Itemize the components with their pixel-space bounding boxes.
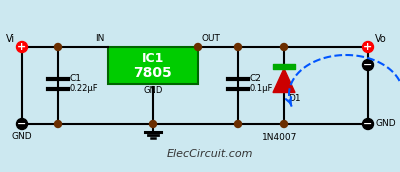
Text: 0.1μF: 0.1μF [250,84,273,93]
Bar [108,47,198,84]
Circle shape [18,44,26,51]
Text: −: − [17,119,27,129]
Circle shape [16,119,28,130]
Text: 1N4007: 1N4007 [262,133,297,142]
Text: −: − [363,60,373,70]
Circle shape [234,44,242,51]
Text: GND: GND [143,86,163,95]
Text: Vo: Vo [375,34,387,44]
Circle shape [362,60,374,71]
Text: OUT: OUT [201,34,220,43]
Text: 7805: 7805 [134,66,172,80]
Polygon shape [273,68,295,93]
Text: GND: GND [12,132,32,141]
Circle shape [362,119,374,130]
Circle shape [362,41,374,52]
Circle shape [280,121,288,127]
Circle shape [194,44,202,51]
Text: Vi: Vi [6,34,15,44]
Circle shape [16,41,28,52]
Text: ElecCircuit.com: ElecCircuit.com [167,149,253,159]
Text: IC1: IC1 [142,52,164,65]
Text: 0.22μF: 0.22μF [70,84,99,93]
Circle shape [150,121,156,127]
Circle shape [280,44,288,51]
Text: C1: C1 [70,74,82,83]
Text: +: + [363,42,373,52]
Circle shape [234,121,242,127]
Text: GND: GND [375,120,396,128]
Text: +: + [17,42,27,52]
Text: C2: C2 [250,74,262,83]
Text: D1: D1 [288,94,301,103]
Text: −: − [363,119,373,129]
Circle shape [54,44,62,51]
Circle shape [54,121,62,127]
Text: IN: IN [96,34,105,43]
